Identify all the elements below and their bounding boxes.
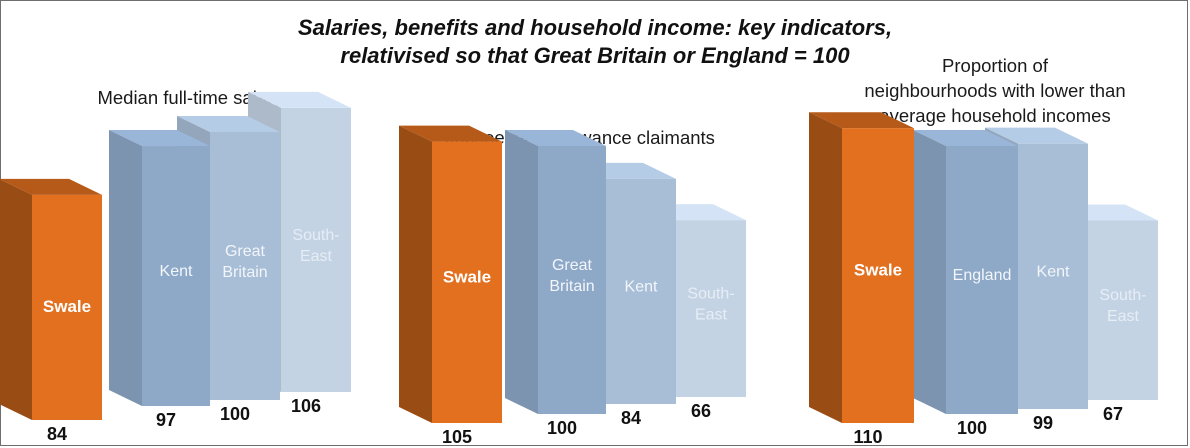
bar-category-label: South- xyxy=(1099,287,1146,304)
bar-category-label: Great xyxy=(552,257,593,274)
bar-top-face xyxy=(505,130,606,146)
bar-value-label: 100 xyxy=(957,418,987,438)
bar-value-label: 67 xyxy=(1103,404,1123,424)
bar-top-face xyxy=(248,91,351,108)
panel-3-title: Proportion of neighbourhoods with lower … xyxy=(840,53,1150,128)
bar-category-label: England xyxy=(953,267,1012,284)
bar-side-face xyxy=(0,179,32,420)
bar-top-face xyxy=(177,116,280,132)
bar-front-face xyxy=(606,178,676,404)
chart-title: Salaries, benefits and household income:… xyxy=(0,14,1190,70)
bar-top-face xyxy=(0,178,102,195)
bar-front-face xyxy=(842,128,914,423)
bar-value-label: 110 xyxy=(853,427,882,447)
bar-swale: Swale 110 xyxy=(809,112,914,447)
bar-england: England 100 xyxy=(913,130,1018,438)
bar-top-face xyxy=(809,112,914,129)
panel-2-bars: South- East 66 Kent 84 Great Britain 100 Swale 10… xyxy=(399,125,746,447)
bar-category-label: Swale xyxy=(443,267,491,286)
bar-category-label: East xyxy=(300,248,333,265)
bar-top-face xyxy=(109,130,210,147)
panel-3-title-line-3: average household incomes xyxy=(879,105,1111,126)
bar-kent: Kent 97 xyxy=(109,130,210,430)
bar-value-label: 100 xyxy=(547,418,577,438)
bar-value-label: 84 xyxy=(621,408,641,428)
bar-front-face xyxy=(1018,143,1088,409)
bar-side-face xyxy=(505,130,538,414)
bar-side-face xyxy=(399,125,432,423)
bar-front-face xyxy=(946,146,1018,414)
bar-great-britain: Great Britain 100 xyxy=(505,130,606,438)
bar-value-label: 100 xyxy=(220,404,250,424)
bar-front-face xyxy=(538,146,606,414)
bar-category-label: East xyxy=(695,307,728,324)
bar-front-face xyxy=(210,132,280,400)
bar-top-face xyxy=(913,130,1018,146)
bar-value-label: 97 xyxy=(156,410,176,430)
panel-3-title-line-2: neighbourhoods with lower than xyxy=(864,80,1126,101)
bar-category-label: Kent xyxy=(625,278,658,295)
bar-category-label: Kent xyxy=(160,263,193,280)
bar-value-label: 66 xyxy=(691,401,711,421)
bar-front-face xyxy=(281,107,351,393)
bar-top-face xyxy=(399,125,502,142)
bar-category-label: Swale xyxy=(43,297,91,316)
bar-value-label: 84 xyxy=(47,424,67,444)
bar-front-face xyxy=(1088,220,1158,400)
bar-value-label: 99 xyxy=(1033,413,1053,433)
bar-side-face xyxy=(109,130,142,407)
bar-front-face xyxy=(32,194,102,420)
bar-front-face xyxy=(432,141,502,423)
panel-3-bars: South- East 67 Kent 99 England 100 Swale 110 xyxy=(809,112,1158,447)
chart-title-line-2: relativised so that Great Britain or Eng… xyxy=(340,43,850,68)
panel-1-title: Median full-time salary xyxy=(97,87,283,108)
chart-title-line-1: Salaries, benefits and household income:… xyxy=(297,15,893,40)
panel-3-title-line-1: Proportion of xyxy=(942,55,1048,76)
bar-category-label: Britain xyxy=(222,264,267,281)
bar-top-face xyxy=(985,127,1088,144)
bar-value-label: 105 xyxy=(442,427,472,447)
bar-value-label: 106 xyxy=(291,396,321,416)
bar-front-face xyxy=(676,220,746,397)
bar-category-label: Kent xyxy=(1037,263,1070,280)
panel-1-bars: South- East 106 Great Britain 100 Kent 97 Swale 8… xyxy=(0,91,351,444)
bar-side-face xyxy=(809,112,842,423)
bar-side-face xyxy=(913,130,946,414)
bar-category-label: East xyxy=(1107,308,1140,325)
bar-swale: Swale 105 xyxy=(399,125,502,447)
bar-category-label: Britain xyxy=(549,278,594,295)
bar-front-face xyxy=(142,146,210,407)
bar-category-label: Great xyxy=(225,243,266,260)
bar-category-label: South- xyxy=(687,286,734,303)
bar-category-label: Swale xyxy=(854,261,902,280)
bar-swale: Swale 84 xyxy=(0,178,102,444)
bar-category-label: South- xyxy=(292,227,339,244)
